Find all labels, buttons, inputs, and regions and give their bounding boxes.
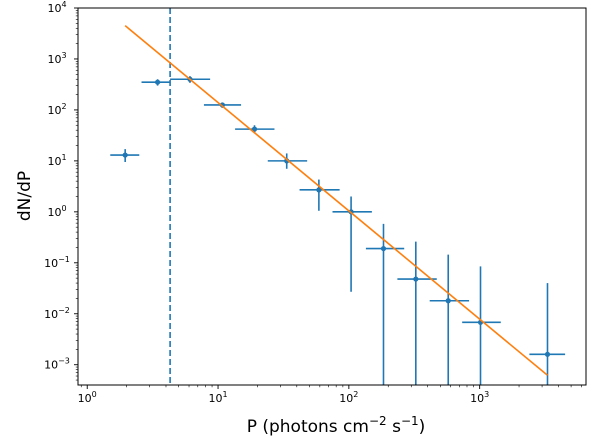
x-tick-label: 103 bbox=[470, 390, 489, 405]
plot-frame bbox=[77, 7, 587, 386]
y-axis-label: dN/dP bbox=[15, 171, 35, 221]
y-tick-label: 10−2 bbox=[44, 306, 70, 321]
axis-ticks: 100 101 102 103 10−3 10−2 10−1 100 101 102 103 104 bbox=[44, 0, 582, 405]
data-point bbox=[251, 126, 258, 132]
y-tick-label: 100 bbox=[47, 204, 66, 219]
y-tick-label: 10−3 bbox=[44, 357, 70, 372]
y-tick-label: 101 bbox=[47, 153, 66, 168]
y-tick-label: 10−1 bbox=[44, 255, 70, 270]
data-point bbox=[544, 351, 551, 357]
plot-area bbox=[110, 8, 566, 385]
x-tick-label: 100 bbox=[78, 390, 97, 405]
x-axis-label: P (photons cm−2 s−1) bbox=[247, 414, 426, 437]
y-tick-label: 102 bbox=[47, 102, 66, 117]
y-tick-label: 103 bbox=[47, 51, 66, 66]
fit-line bbox=[124, 25, 548, 376]
y-tick-label: 104 bbox=[47, 0, 66, 15]
data-point bbox=[445, 298, 451, 304]
data-point bbox=[122, 152, 128, 158]
x-tick-label: 102 bbox=[339, 390, 358, 405]
data-point bbox=[380, 245, 387, 252]
data-point bbox=[413, 276, 419, 282]
data-point bbox=[316, 187, 322, 193]
x-tick-label: 101 bbox=[208, 390, 227, 405]
data-point bbox=[154, 79, 161, 85]
